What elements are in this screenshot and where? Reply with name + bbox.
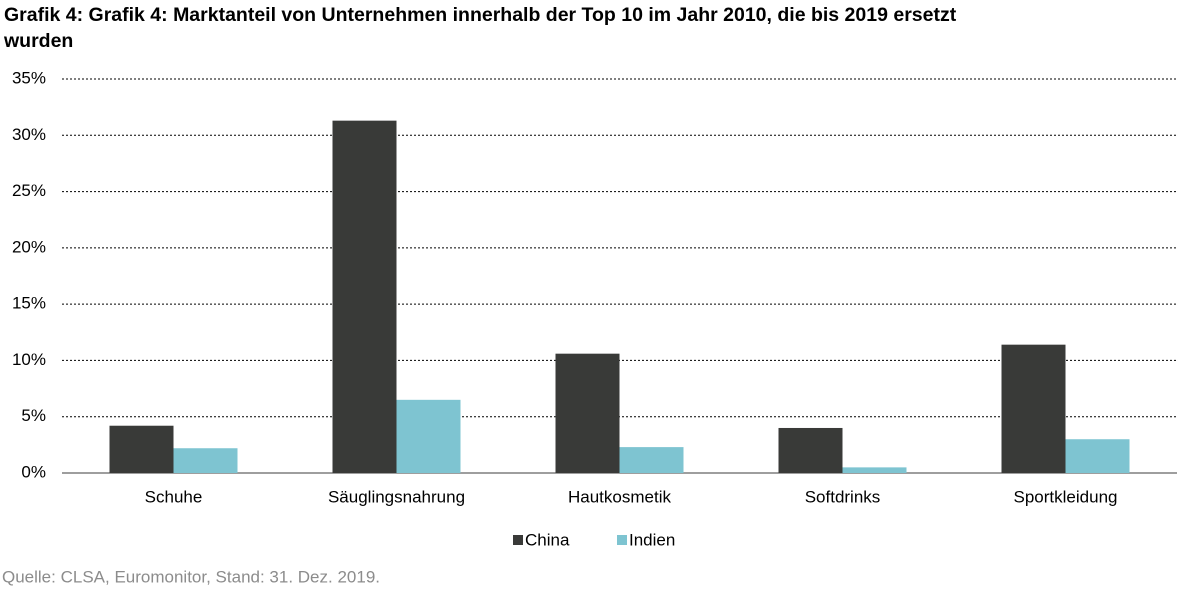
legend-swatch — [617, 535, 627, 545]
y-tick-label: 35% — [12, 68, 46, 87]
chart-title: Grafik 4: Grafik 4: Marktanteil von Unte… — [4, 4, 957, 52]
legend-swatch — [513, 535, 523, 545]
x-tick-label: Schuhe — [145, 487, 203, 506]
x-tick-label: Sportkleidung — [1014, 487, 1118, 506]
legend-label: Indien — [629, 530, 675, 549]
bar — [1001, 344, 1066, 473]
bar — [109, 425, 174, 473]
x-tick-label: Säuglingsnahrung — [328, 487, 465, 506]
bar — [396, 399, 461, 473]
bar — [842, 467, 907, 473]
y-tick-label: 25% — [12, 181, 46, 200]
source: Quelle: CLSA, Euromonitor, Stand: 31. De… — [2, 567, 380, 586]
y-tick-label: 15% — [12, 294, 46, 313]
x-tick-label: Softdrinks — [805, 487, 881, 506]
y-tick-label: 10% — [12, 350, 46, 369]
bar — [332, 120, 397, 473]
bar — [619, 447, 684, 473]
bar — [173, 448, 238, 473]
bar — [555, 353, 620, 473]
bar — [778, 427, 843, 473]
y-tick-label: 30% — [12, 125, 46, 144]
bar — [1065, 439, 1130, 473]
y-tick-label: 5% — [21, 406, 46, 425]
y-tick-label: 20% — [12, 237, 46, 256]
legend-label: China — [525, 530, 570, 549]
x-tick-label: Hautkosmetik — [568, 487, 671, 506]
y-tick-label: 0% — [21, 462, 46, 481]
